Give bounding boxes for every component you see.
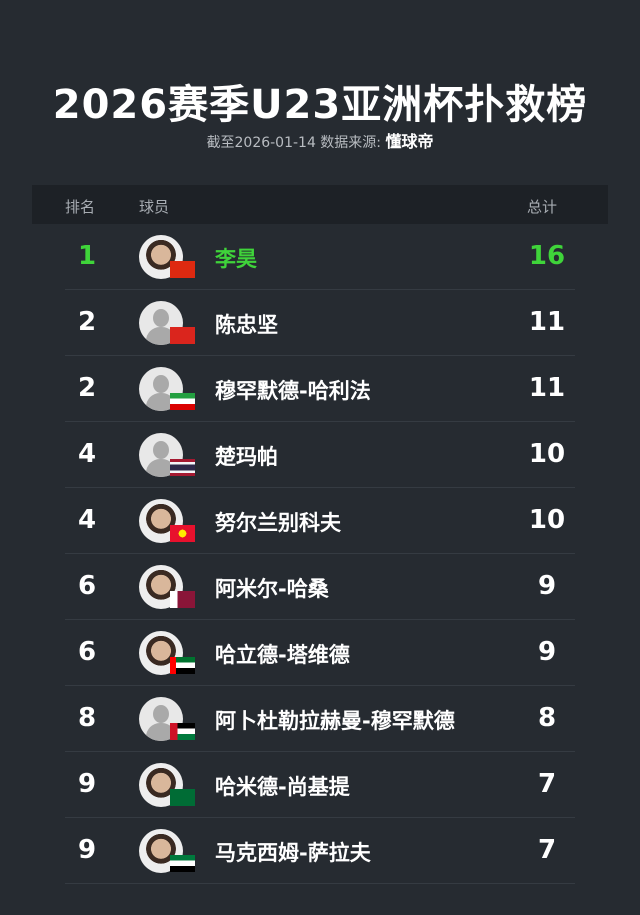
table-row[interactable]: 4 努尔兰别科夫 10: [65, 488, 575, 554]
table-row[interactable]: 2 穆罕默德-哈利法 11: [65, 356, 575, 422]
rank: 2: [77, 307, 97, 337]
total-saves: 11: [528, 307, 566, 337]
vietnam-flag-icon: [170, 327, 195, 344]
total-saves: 10: [528, 439, 566, 469]
saudi-arabia-flag-icon: [170, 789, 195, 806]
player-name[interactable]: 陈忠坚: [215, 313, 278, 337]
rank: 1: [77, 241, 97, 271]
player-name[interactable]: 努尔兰别科夫: [215, 511, 341, 535]
rank: 6: [77, 637, 97, 667]
thailand-flag-icon: [170, 459, 195, 476]
player-name[interactable]: 马克西姆-萨拉夫: [215, 841, 371, 865]
subtitle: 截至2026-01-14 数据来源: 懂球帝: [0, 128, 640, 152]
date-source-label: 截至2026-01-14 数据来源:: [206, 135, 382, 151]
column-total: 总计: [527, 198, 558, 216]
table-header: 排名 球员 总计: [32, 185, 608, 224]
table-row[interactable]: 8 阿卜杜勒拉赫曼-穆罕默德 8: [65, 686, 575, 752]
rank: 9: [77, 769, 97, 799]
column-player: 球员: [139, 198, 170, 216]
player-name[interactable]: 阿卜杜勒拉赫曼-穆罕默德: [215, 709, 455, 733]
table-row[interactable]: 6 哈立德-塔维德 9: [65, 620, 575, 686]
china-flag-icon: [170, 261, 195, 278]
placeholder-avatar-icon: [139, 697, 183, 741]
total-saves: 16: [528, 241, 566, 271]
total-saves: 9: [537, 571, 557, 601]
rank: 9: [77, 835, 97, 865]
table-row[interactable]: 2 陈忠坚 11: [65, 290, 575, 356]
player-name[interactable]: 阿米尔-哈桑: [215, 577, 329, 601]
rank: 2: [77, 373, 97, 403]
syria-flag-icon: [170, 855, 195, 872]
rank: 4: [77, 439, 97, 469]
table-row[interactable]: 9 马克西姆-萨拉夫 7: [65, 818, 575, 884]
column-rank: 排名: [65, 198, 96, 216]
total-saves: 11: [528, 373, 566, 403]
player-name[interactable]: 哈立德-塔维德: [215, 643, 350, 667]
rank: 4: [77, 505, 97, 535]
total-saves: 10: [528, 505, 566, 535]
iran-flag-icon: [170, 393, 195, 410]
total-saves: 7: [537, 769, 557, 799]
jordan-flag-icon: [170, 723, 195, 740]
table-row[interactable]: 1 李昊 16: [65, 224, 575, 290]
uae-flag-icon: [170, 657, 195, 674]
total-saves: 8: [537, 703, 557, 733]
player-name[interactable]: 李昊: [215, 247, 257, 271]
player-name[interactable]: 楚玛帕: [215, 445, 278, 469]
total-saves: 9: [537, 637, 557, 667]
page-title: 2026赛季U23亚洲杯扑救榜: [52, 82, 588, 128]
kyrgyzstan-flag-icon: [170, 525, 195, 542]
table-row[interactable]: 4 楚玛帕 10: [65, 422, 575, 488]
qatar-flag-icon: [170, 591, 195, 608]
table-row[interactable]: 6 阿米尔-哈桑 9: [65, 554, 575, 620]
player-name[interactable]: 穆罕默德-哈利法: [215, 379, 371, 403]
source-name: 懂球帝: [385, 132, 434, 151]
rank: 6: [77, 571, 97, 601]
total-saves: 7: [537, 835, 557, 865]
player-name[interactable]: 哈米德-尚基提: [215, 775, 350, 799]
table-row[interactable]: 9 哈米德-尚基提 7: [65, 752, 575, 818]
rank: 8: [77, 703, 97, 733]
